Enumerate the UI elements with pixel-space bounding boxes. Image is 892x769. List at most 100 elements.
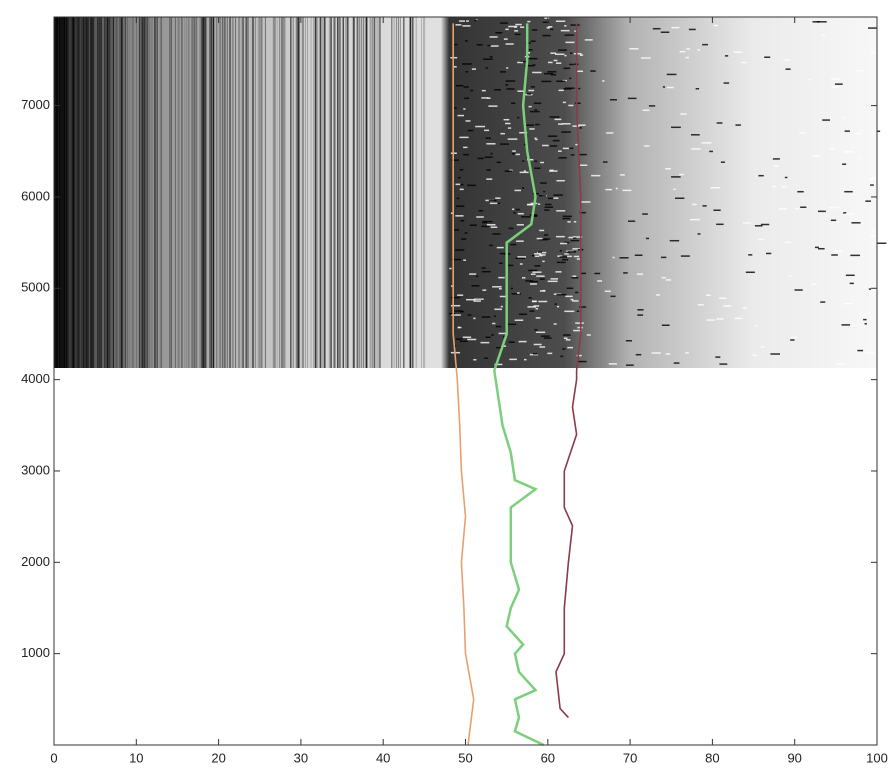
texture-stroke [508, 25, 518, 28]
texture-stroke [842, 163, 847, 165]
texture-stroke [65, 17, 68, 368]
texture-stroke [467, 129, 474, 132]
texture-stroke [685, 56, 689, 59]
texture-stroke [830, 78, 841, 80]
texture-stroke [218, 17, 221, 368]
texture-stroke [843, 212, 847, 214]
texture-stroke [513, 212, 516, 214]
texture-stroke [459, 168, 464, 171]
texture-stroke [339, 17, 341, 368]
texture-stroke [656, 294, 660, 296]
texture-stroke [799, 132, 807, 134]
texture-stroke [463, 108, 466, 110]
texture-stroke [547, 26, 553, 28]
texture-stroke [834, 83, 843, 85]
texture-stroke [572, 237, 577, 239]
texture-stroke [251, 17, 253, 368]
texture-stroke [665, 353, 671, 355]
texture-stroke [556, 179, 565, 182]
texture-stroke [594, 272, 601, 275]
texture-stroke [481, 89, 486, 92]
texture-stroke [666, 73, 677, 76]
texture-stroke [559, 249, 562, 252]
texture-stroke [671, 26, 680, 29]
x-tick-label: 90 [787, 750, 801, 765]
y-tick-label: 6000 [21, 188, 50, 203]
texture-stroke [104, 17, 105, 368]
texture-stroke [452, 107, 457, 109]
texture-stroke [146, 17, 148, 368]
texture-stroke [492, 286, 502, 288]
x-tick-label: 100 [866, 750, 888, 765]
texture-stroke [489, 202, 498, 205]
texture-stroke [534, 265, 541, 267]
texture-stroke [514, 33, 521, 36]
texture-stroke [61, 17, 62, 368]
texture-stroke [490, 45, 499, 47]
texture-stroke [579, 153, 587, 156]
texture-stroke [235, 17, 236, 368]
texture-stroke [498, 332, 507, 335]
y-tick-label: 1000 [21, 645, 50, 660]
texture-stroke [516, 224, 524, 226]
texture-stroke [465, 71, 469, 73]
texture-stroke [455, 183, 461, 186]
texture-stroke [615, 187, 618, 190]
texture-stroke [116, 17, 118, 368]
texture-stroke [870, 235, 877, 237]
texture-stroke [702, 205, 707, 207]
texture-stroke [487, 97, 491, 99]
texture-stroke [555, 271, 562, 273]
texture-stroke [579, 54, 584, 56]
texture-stroke [574, 291, 579, 294]
texture-stroke [63, 17, 64, 368]
texture-stroke [125, 17, 127, 368]
texture-stroke [517, 116, 520, 119]
texture-stroke [457, 326, 462, 329]
texture-stroke [485, 137, 491, 139]
texture-stroke [619, 257, 629, 259]
x-tick-label: 60 [541, 750, 555, 765]
texture-stroke [559, 242, 568, 245]
texture-stroke [481, 97, 489, 99]
texture-stroke [316, 17, 317, 368]
texture-stroke [576, 258, 582, 260]
texture-stroke [192, 17, 194, 368]
texture-stroke [490, 152, 493, 155]
texture-stroke [272, 17, 274, 368]
texture-stroke [555, 20, 566, 23]
texture-stroke [56, 17, 57, 368]
texture-stroke [83, 17, 85, 368]
texture-stroke [482, 221, 487, 224]
texture-stroke [535, 307, 539, 310]
texture-stroke [333, 17, 334, 368]
texture-stroke [57, 17, 59, 368]
texture-stroke [512, 150, 516, 152]
texture-stroke [450, 296, 461, 299]
texture-stroke [141, 17, 144, 368]
texture-stroke [673, 188, 676, 191]
texture-stroke [529, 310, 535, 312]
texture-stroke [481, 270, 491, 273]
texture-stroke [495, 325, 502, 328]
texture-stroke [773, 165, 780, 168]
texture-stroke [232, 17, 233, 368]
texture-stroke [55, 17, 56, 368]
texture-stroke [719, 297, 727, 299]
texture-stroke [423, 17, 426, 368]
texture-stroke [679, 50, 686, 53]
series-line [452, 23, 475, 746]
texture-stroke [553, 59, 558, 62]
texture-stroke [547, 135, 558, 137]
texture-stroke [203, 17, 205, 368]
texture-stroke [500, 305, 503, 308]
texture-stroke [559, 256, 568, 258]
texture-stroke [507, 323, 517, 326]
texture-stroke [150, 17, 151, 368]
texture-stroke [481, 267, 486, 269]
texture-stroke [120, 17, 122, 368]
texture-stroke [486, 143, 496, 145]
texture-stroke [500, 143, 509, 145]
texture-stroke [514, 189, 522, 192]
texture-stroke [697, 49, 700, 51]
